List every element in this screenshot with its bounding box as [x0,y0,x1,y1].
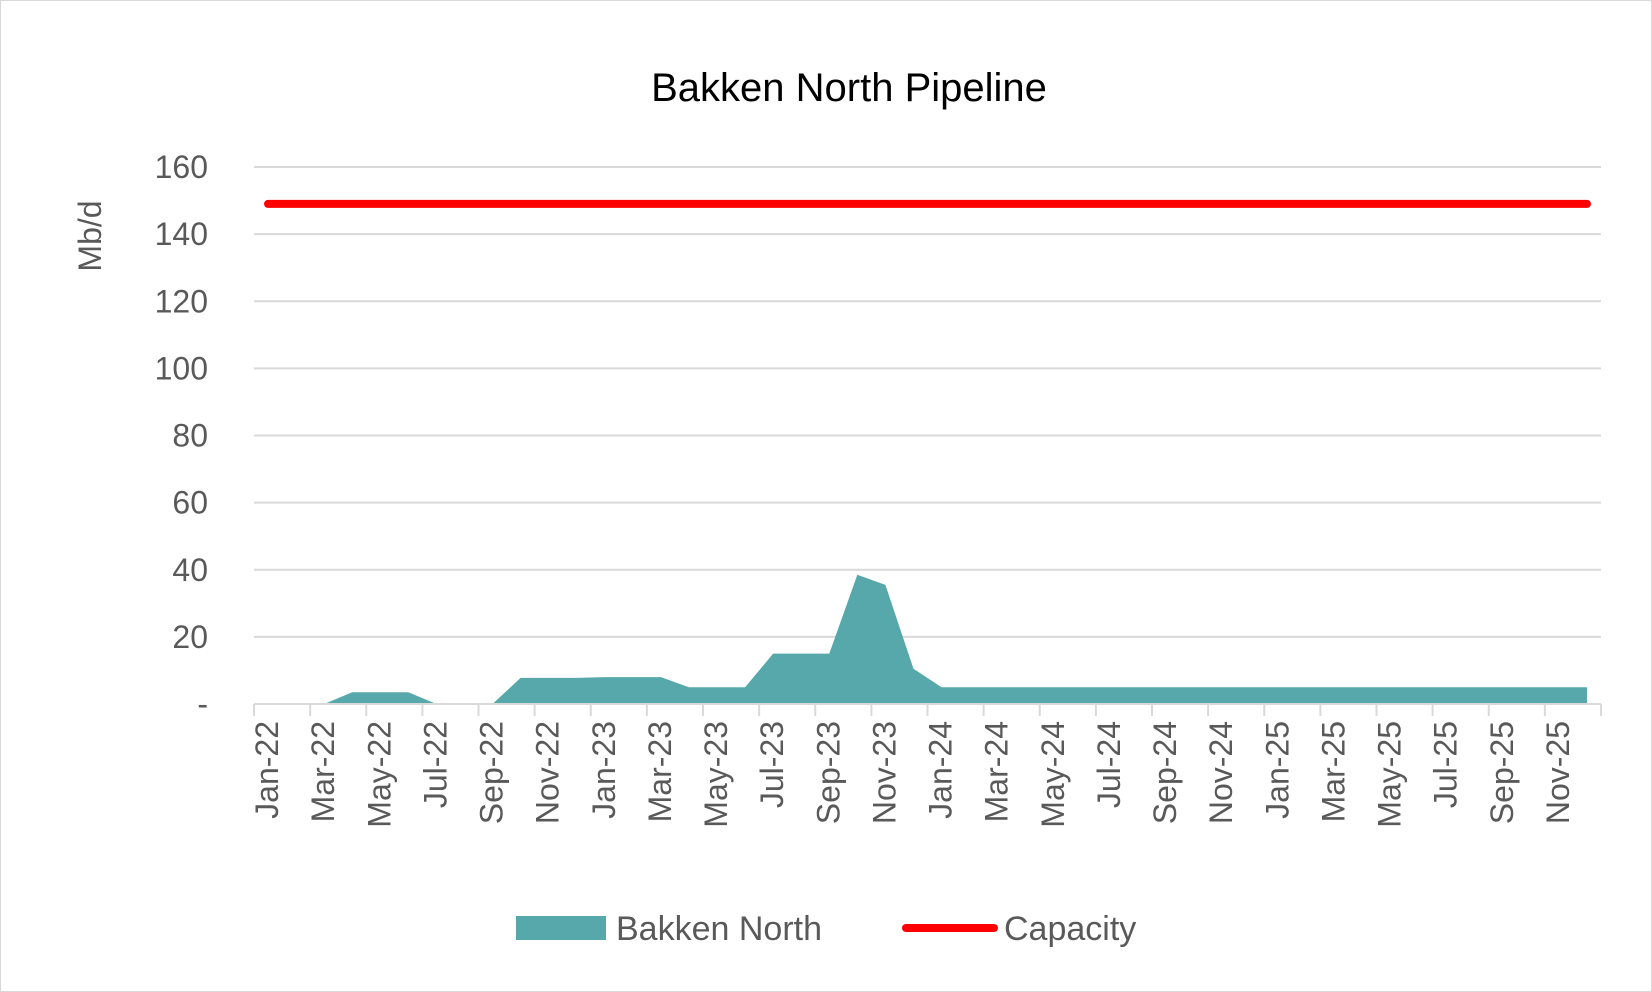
y-axis-label: Mb/d [72,200,108,271]
legend: Bakken North Capacity [516,910,1136,948]
y-tick-label: 160 [155,149,208,185]
x-tick-label: Sep-24 [1147,721,1183,824]
x-tick-label: Jul-24 [1091,721,1127,808]
x-tick-label: Jan-23 [586,721,622,819]
y-tick-label: - [197,686,208,722]
y-tick-label: 80 [172,418,208,454]
x-tick-label: Sep-25 [1484,721,1520,824]
x-tick-label: Jul-23 [754,721,790,808]
x-tick-label: Nov-23 [866,721,902,824]
y-tick-label: 140 [155,216,208,252]
x-tick-label: May-24 [1035,721,1071,828]
x-tick-label: Jan-22 [249,721,285,819]
legend-label-capacity: Capacity [1004,910,1136,948]
y-tick-label: 20 [172,619,208,655]
x-tick-label: Mar-25 [1315,721,1351,822]
x-tick-label: Mar-23 [642,721,678,822]
x-tick-label: Sep-23 [810,721,846,824]
y-tick-label: 60 [172,485,208,521]
area-series-layer [268,574,1587,704]
y-tick-label: 100 [155,350,208,386]
x-tick-label: Mar-24 [979,721,1015,822]
x-tick-label: May-22 [361,721,397,828]
gridlines [254,166,1601,638]
x-axis-ticks: Jan-22 Mar-22 May-22 Jul-22 Sep-22 Nov-22 Jan-… [249,721,1576,828]
legend-swatch-bakken-north [516,916,606,940]
x-tick-label: May-25 [1372,721,1408,828]
x-tick-label: Jul-22 [417,721,453,808]
x-tick-label: Nov-24 [1203,721,1239,824]
x-tick-label: Jan-24 [923,721,959,819]
y-axis-ticks: - 20 40 60 80 100 120 140 160 [155,149,208,722]
x-axis [253,703,1602,716]
y-tick-label: 40 [172,552,208,588]
chart-title: Bakken North Pipeline [651,66,1047,110]
x-tick-label: Nov-25 [1540,721,1576,824]
series-area-bakken-north [268,574,1587,704]
x-tick-label: Mar-22 [305,721,341,822]
x-tick-label: Jan-25 [1259,721,1295,819]
x-tick-label: May-23 [698,721,734,828]
x-tick-label: Sep-22 [474,721,510,824]
x-tick-label: Jul-25 [1428,721,1464,808]
y-tick-label: 120 [155,283,208,319]
x-tick-label: Nov-22 [530,721,566,824]
legend-label-bakken-north: Bakken North [616,910,822,948]
